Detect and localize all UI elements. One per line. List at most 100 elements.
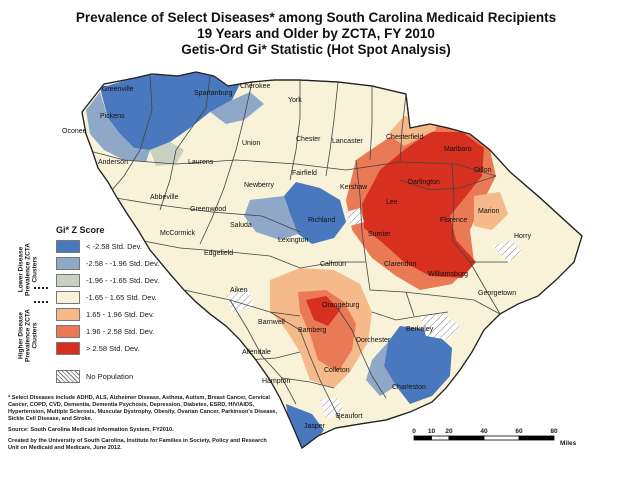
county-label: Allendale: [242, 349, 271, 356]
legend-label: < -2.58 Std. Dev.: [86, 241, 142, 251]
county-label: Bamberg: [298, 327, 327, 334]
legend-swatch: [56, 256, 80, 270]
county-label: Dillon: [474, 167, 492, 174]
legend-divider-upper: [34, 287, 48, 289]
county-label: Chester: [296, 136, 321, 143]
legend-swatch: [56, 290, 80, 304]
county-label: Richland: [308, 217, 335, 224]
county-label: Laurens: [188, 159, 214, 166]
cool-fringe-north: [210, 92, 264, 124]
county-label: Spartanburg: [194, 90, 233, 97]
scale-segment: [448, 435, 485, 441]
legend-swatch: [56, 341, 80, 355]
cold-spot-columbia: [284, 182, 346, 244]
no-population-fortjackson: [346, 208, 364, 226]
source-note: Source: South Carolina Medicaid Informat…: [8, 427, 174, 433]
scale-tick-label: 60: [515, 428, 523, 435]
county-label: Colleton: [324, 367, 350, 374]
county-label: Lancaster: [332, 138, 363, 145]
legend-label: -2.58 - -1.96 Std. Dev.: [86, 258, 160, 268]
county-label: Beaufort: [336, 413, 363, 420]
no-population-label: No Population: [86, 372, 134, 381]
county-label: Georgetown: [478, 290, 516, 297]
cold-spot-charleston: [384, 326, 452, 404]
scale-tick-label: 10: [427, 428, 436, 435]
county-label: Clarendon: [384, 261, 416, 268]
legend-no-population: No Population: [56, 370, 133, 383]
county-label: Darlington: [408, 179, 440, 186]
county-label: Horry: [514, 233, 532, 240]
legend-swatch: [56, 239, 80, 253]
scale-segment: [431, 435, 450, 441]
county-label: Charleston: [392, 384, 426, 391]
county-label: Lexington: [278, 237, 308, 244]
scale-segment: [413, 435, 432, 441]
county-label: Dorchester: [356, 337, 391, 344]
county-label: McCormick: [160, 230, 195, 237]
legend-higher-label: Higher Disease Prevalence ZCTA Clusters: [17, 309, 39, 362]
county-label: Lee: [386, 199, 398, 206]
scale-segment: [483, 435, 520, 441]
title-line-2: 19 Years and Older by ZCTA, FY 2010: [197, 26, 435, 41]
county-label: Marion: [478, 208, 500, 215]
legend-item: -2.58 - -1.96 Std. Dev.: [56, 256, 159, 270]
county-label: Hampton: [262, 378, 291, 385]
county-label: Oconee: [62, 128, 87, 135]
legend-item: 1.96 - 2.58 Std. Dev.: [56, 324, 154, 338]
legend-swatch: [56, 324, 80, 338]
legend-divider-lower: [34, 301, 48, 303]
legend-title: Gi* Z Score: [56, 225, 105, 235]
county-label: Newberry: [244, 182, 274, 189]
county-label: Edgefield: [204, 250, 233, 257]
county-label: Cherokee: [240, 83, 270, 90]
no-population-horry: [492, 240, 522, 262]
cool-fringe-upstate: [86, 92, 150, 162]
legend-swatch: [56, 307, 80, 321]
county-label: Orangeburg: [322, 302, 359, 309]
county-label: Greenwood: [190, 206, 226, 213]
scale-segment: [518, 435, 555, 441]
county-label: Florence: [440, 217, 467, 224]
legend-label: > 2.58 Std. Dev.: [86, 343, 140, 353]
cool-fringe-dorchester: [366, 342, 396, 396]
county-label: Marlboro: [444, 146, 472, 153]
cold-spot-upstate: [100, 72, 240, 150]
legend-item: > 2.58 Std. Dev.: [56, 341, 139, 355]
diseases-note: * Select Diseases include ADHD, ALS, Alz…: [8, 395, 278, 422]
county-label: Barnwell: [258, 319, 285, 326]
legend-item: < -2.58 Std. Dev.: [56, 239, 142, 253]
legend-item: -1.65 - 1.65 Std. Dev.: [56, 290, 157, 304]
scale-tick-label: 20: [445, 428, 453, 435]
warm-fringe-marion: [474, 192, 508, 230]
map-title: Prevalence of Select Diseases* among Sou…: [60, 10, 572, 58]
no-population-berkeley: [420, 312, 460, 340]
legend-label: -1.96 - -1.65 Std. Dev.: [86, 275, 160, 285]
title-line-3: Getis-Ord Gi* Statistic (Hot Spot Analys…: [181, 42, 451, 57]
legend-label: 1.96 - 2.58 Std. Dev.: [86, 326, 155, 336]
county-label: Fairfield: [292, 170, 317, 177]
county-label: Chesterfield: [386, 134, 423, 141]
county-label: Williamsburg: [428, 271, 468, 278]
map-notes: * Select Diseases include ADHD, ALS, Alz…: [8, 395, 278, 456]
cool-fringe-laurens: [150, 142, 184, 166]
legend-label: 1.65 - 1.96 Std. Dev.: [86, 309, 155, 319]
scale-tick-label: 80: [550, 428, 558, 435]
no-population-savannah: [226, 290, 254, 312]
county-label: Aiken: [230, 287, 248, 294]
county-label: Jasper: [304, 423, 326, 430]
scale-unit: Miles: [560, 440, 577, 447]
county-label: Abbeville: [150, 194, 179, 201]
county-label: Union: [242, 140, 260, 147]
county-label: Berkeley: [406, 326, 434, 333]
county-label: Greenville: [102, 86, 134, 93]
scale-tick-label: 40: [480, 428, 488, 435]
county-label: Anderson: [98, 159, 128, 166]
county-label: Kershaw: [340, 184, 368, 191]
county-label: Pickens: [100, 113, 125, 120]
cool-fringe-lexington: [244, 196, 298, 240]
title-line-1: Prevalence of Select Diseases* among Sou…: [75, 10, 557, 25]
no-population-swatch: [56, 370, 80, 383]
legend-label: -1.65 - 1.65 Std. Dev.: [86, 292, 157, 302]
county-label: Saluda: [230, 222, 252, 229]
no-population-beaufort: [320, 398, 344, 418]
